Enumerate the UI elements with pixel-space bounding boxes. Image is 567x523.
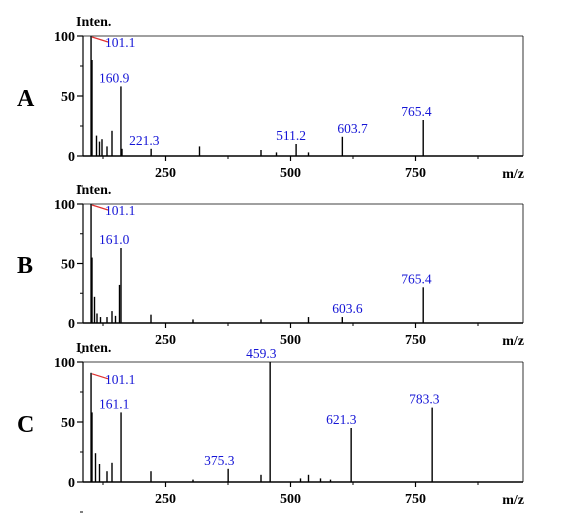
x-tick-label: 250 bbox=[155, 492, 176, 507]
y-axis-title: Inten. bbox=[76, 341, 111, 356]
x-axis-title: m/z bbox=[502, 167, 524, 182]
y-tick-label: 0 bbox=[68, 150, 75, 165]
peak-label: 101.1 bbox=[105, 203, 135, 218]
spectrum-panel-a: A Inten. 0 50 100 250 500 750 m/z 101.1 160.9 221.3… bbox=[17, 15, 524, 187]
base-peak-marker bbox=[91, 36, 109, 43]
spectrum-panel-c: C Inten. 0 50 100 250 500 750 m/z 101.1 161.1 375.3… bbox=[17, 341, 524, 513]
x-tick-label: 250 bbox=[155, 333, 176, 348]
y-tick-label: 100 bbox=[54, 30, 75, 45]
y-axis-title: Inten. bbox=[76, 15, 111, 30]
peak-label: 160.9 bbox=[99, 70, 130, 85]
x-axis-title: m/z bbox=[502, 493, 524, 508]
peak-label: 101.1 bbox=[105, 35, 135, 50]
y-tick-label: 0 bbox=[68, 476, 75, 491]
peak-label: 765.4 bbox=[401, 271, 432, 286]
panel-letter: C bbox=[17, 412, 34, 438]
peak-label: 459.3 bbox=[246, 346, 277, 361]
peak-label: 621.3 bbox=[326, 412, 357, 427]
x-tick-label: 500 bbox=[280, 333, 301, 348]
x-axis-title: m/z bbox=[502, 334, 524, 349]
peak-label: 603.6 bbox=[332, 301, 363, 316]
peak-label: 511.2 bbox=[276, 128, 306, 143]
peak-label: 783.3 bbox=[409, 392, 440, 407]
y-tick-label: 0 bbox=[68, 317, 75, 332]
x-tick-label: 250 bbox=[155, 166, 176, 181]
x-tick-label: 750 bbox=[405, 492, 426, 507]
peak-label: 161.1 bbox=[99, 396, 129, 411]
x-tick-label: 750 bbox=[405, 333, 426, 348]
y-axis-title: Inten. bbox=[76, 183, 111, 198]
peak-label: 375.3 bbox=[204, 453, 235, 468]
base-peak-marker bbox=[91, 373, 109, 380]
peak-label: 161.0 bbox=[99, 232, 130, 247]
x-tick-label: 750 bbox=[405, 166, 426, 181]
peak-label: 765.4 bbox=[401, 104, 432, 119]
panel-letter: B bbox=[17, 253, 33, 279]
x-tick-label: 500 bbox=[280, 166, 301, 181]
peak-label: 101.1 bbox=[105, 372, 135, 387]
peak-label: 603.7 bbox=[337, 121, 368, 136]
y-tick-label: 50 bbox=[61, 416, 75, 431]
x-tick-label: 500 bbox=[280, 492, 301, 507]
base-peak-marker bbox=[91, 204, 109, 211]
y-tick-label: 100 bbox=[54, 356, 75, 371]
panel-letter: A bbox=[17, 86, 35, 112]
y-tick-label: 50 bbox=[61, 258, 75, 273]
y-tick-label: 100 bbox=[54, 198, 75, 213]
y-tick-label: 50 bbox=[61, 90, 75, 105]
peak-label: 221.3 bbox=[129, 133, 160, 148]
